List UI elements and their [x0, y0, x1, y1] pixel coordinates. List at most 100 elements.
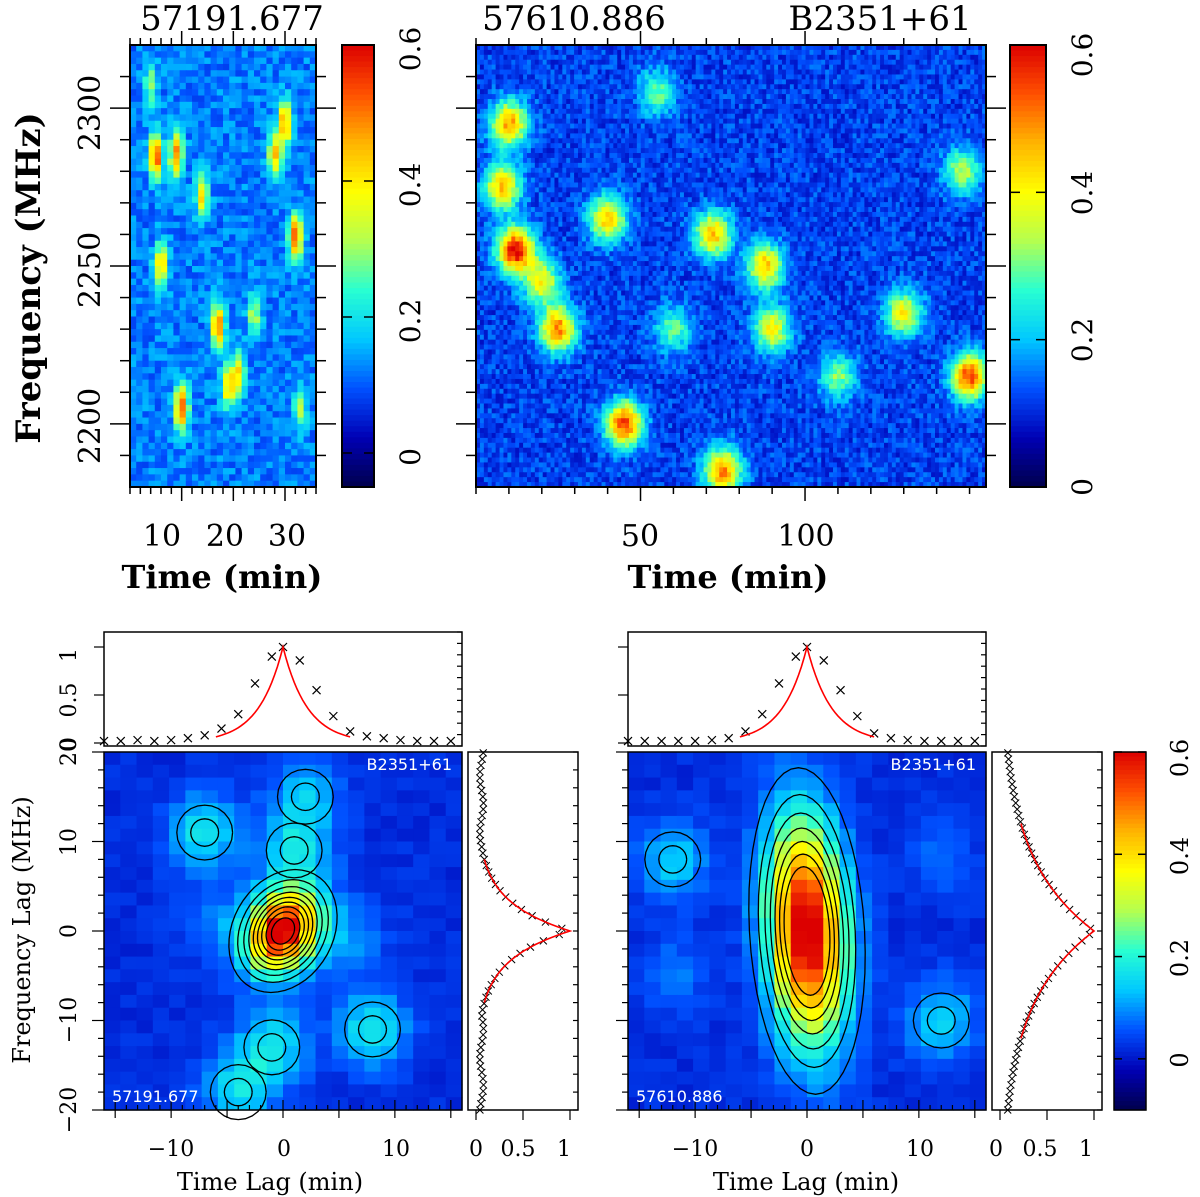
dynamic-spectrum-57610-cell: [946, 123, 952, 130]
dynamic-spectrum-57610-cell: [840, 108, 846, 115]
dynamic-spectrum-57610-cell: [570, 89, 575, 95]
dynamic-spectrum-57610-cell: [758, 69, 763, 76]
dynamic-spectrum-57610-cell: [652, 94, 658, 100]
dynamic-spectrum-57610-cell: [734, 64, 740, 71]
dynamic-spectrum-57191-cell: [198, 240, 205, 248]
dynamic-spectrum-57610-cell: [782, 123, 787, 130]
dynamic-spectrum-57191-cell: [223, 234, 230, 242]
dynamic-spectrum-57610-cell: [884, 79, 889, 85]
dynamic-spectrum-57191-cell: [130, 398, 137, 406]
dynamic-spectrum-57610-cell: [829, 59, 834, 66]
dynamic-spectrum-57610-cell: [793, 94, 799, 100]
dynamic-spectrum-57191-cell: [285, 329, 292, 337]
dynamic-spectrum-57191-cell: [154, 373, 162, 381]
dynamic-spectrum-57191-cell: [210, 45, 218, 52]
dynamic-spectrum-57610-cell: [754, 118, 760, 125]
dynamic-spectrum-57610-cell: [731, 118, 736, 125]
dynamic-spectrum-57610-cell: [707, 123, 712, 130]
dynamic-spectrum-57610-cell: [958, 64, 964, 71]
dynamic-spectrum-57191-cell: [204, 449, 212, 457]
dynamic-spectrum-57191-cell: [260, 379, 267, 387]
dynamic-spectrum-57191-cell: [247, 196, 255, 204]
dynamic-spectrum-57610-cell: [644, 59, 650, 66]
dynamic-spectrum-57610-cell: [782, 59, 787, 66]
dynamic-spectrum-57191-cell: [216, 133, 224, 141]
dynamic-spectrum-57191-cell: [247, 234, 255, 242]
dynamic-spectrum-57610-cell: [581, 64, 587, 71]
dynamic-spectrum-57191-cell: [285, 322, 292, 330]
dynamic-spectrum-57191-cell: [161, 278, 168, 286]
dynamic-spectrum-57191-cell: [223, 108, 230, 116]
dynamic-spectrum-57610-cell: [562, 84, 567, 90]
dynamic-spectrum-57191-cell: [235, 234, 243, 242]
dynamic-spectrum-57610-cell: [581, 59, 587, 66]
dynamic-spectrum-57610-cell: [895, 89, 901, 95]
dynamic-spectrum-57610-cell: [911, 138, 916, 144]
dynamic-spectrum-57191-cell: [303, 190, 311, 198]
dynamic-spectrum-57191-cell: [148, 379, 156, 387]
dynamic-spectrum-57191-cell: [266, 373, 274, 381]
dynamic-spectrum-57610-cell: [554, 69, 559, 76]
dynamic-spectrum-57610-cell: [950, 89, 956, 95]
dynamic-spectrum-57610-cell: [648, 143, 654, 149]
dynamic-spectrum-57191-cell: [260, 468, 267, 475]
dynamic-spectrum-57610-cell: [648, 113, 654, 120]
dynamic-spectrum-57191-cell: [272, 51, 280, 59]
dynamic-spectrum-57610-cell: [942, 103, 948, 110]
dynamic-spectrum-57610-cell: [656, 79, 661, 85]
dynamic-spectrum-57610-cell: [476, 128, 481, 134]
dynamic-spectrum-57191-cell: [179, 63, 187, 71]
dynamic-spectrum-57610-cell: [632, 59, 638, 66]
dynamic-spectrum-57610-cell: [907, 59, 913, 66]
dynamic-spectrum-57191-cell: [223, 152, 230, 160]
dynamic-spectrum-57610-cell: [793, 123, 799, 130]
dynamic-spectrum-57191-cell: [148, 139, 156, 147]
dynamic-spectrum-57610-cell: [907, 128, 913, 134]
dynamic-spectrum-57610-cell: [927, 79, 932, 85]
dynamic-spectrum-57610-cell: [711, 108, 716, 115]
dynamic-spectrum-57610-cell: [911, 54, 916, 61]
dynamic-spectrum-57610-cell: [982, 69, 987, 76]
dynamic-spectrum-57191-cell: [154, 120, 162, 128]
dynamic-spectrum-57610-cell: [974, 108, 979, 115]
dynamic-spectrum-57191-cell: [173, 221, 181, 229]
dynamic-spectrum-57610-cell: [840, 59, 846, 66]
dynamic-spectrum-57191-cell: [130, 82, 137, 90]
dynamic-spectrum-57610-cell: [636, 128, 642, 134]
dynamic-spectrum-57191-cell: [148, 436, 156, 444]
dynamic-spectrum-57610-cell: [978, 118, 983, 125]
dynamic-spectrum-57610-cell: [719, 123, 724, 130]
dynamic-spectrum-57610-cell: [597, 84, 603, 90]
dynamic-spectrum-57191-cell: [260, 360, 267, 368]
dynamic-spectrum-57610-cell: [734, 103, 740, 110]
dynamic-spectrum-57191-cell: [223, 266, 230, 273]
dynamic-spectrum-57191-cell: [204, 423, 212, 431]
dynamic-spectrum-57610-cell: [491, 123, 497, 130]
dynamic-spectrum-57610-cell: [707, 94, 712, 100]
dynamic-spectrum-57610-cell: [801, 84, 807, 90]
dynamic-spectrum-57610-cell: [785, 54, 791, 61]
dynamic-spectrum-57610-cell: [503, 99, 508, 105]
dynamic-spectrum-57191-cell: [229, 423, 236, 431]
dynamic-spectrum-57191-cell: [185, 335, 193, 343]
dynamic-spectrum-57191-cell: [241, 436, 249, 444]
dynamic-spectrum-57191-cell: [266, 101, 274, 109]
dynamic-spectrum-57191-cell: [173, 209, 181, 217]
dynamic-spectrum-57610-cell: [530, 54, 536, 61]
dynamic-spectrum-57191-cell: [303, 127, 311, 134]
dynamic-spectrum-57191-cell: [254, 423, 261, 431]
dynamic-spectrum-57191-cell: [179, 221, 187, 229]
dynamic-spectrum-57610-cell: [538, 94, 544, 100]
dynamic-spectrum-57610-cell: [479, 49, 485, 56]
dynamic-spectrum-57191-cell: [285, 139, 292, 147]
dynamic-spectrum-57610-cell: [864, 133, 869, 139]
dynamic-spectrum-57610-cell: [848, 54, 854, 61]
dynamic-spectrum-57610-cell: [487, 133, 493, 139]
dynamic-spectrum-57610-cell: [691, 118, 697, 125]
dynamic-spectrum-57610-cell: [581, 138, 587, 144]
dynamic-spectrum-57610-cell: [511, 103, 516, 110]
dynamic-spectrum-57191-cell: [254, 146, 261, 153]
dynamic-spectrum-57610-cell: [848, 103, 854, 110]
dynamic-spectrum-57610-cell: [935, 59, 940, 66]
dynamic-spectrum-57610-cell: [911, 74, 916, 80]
